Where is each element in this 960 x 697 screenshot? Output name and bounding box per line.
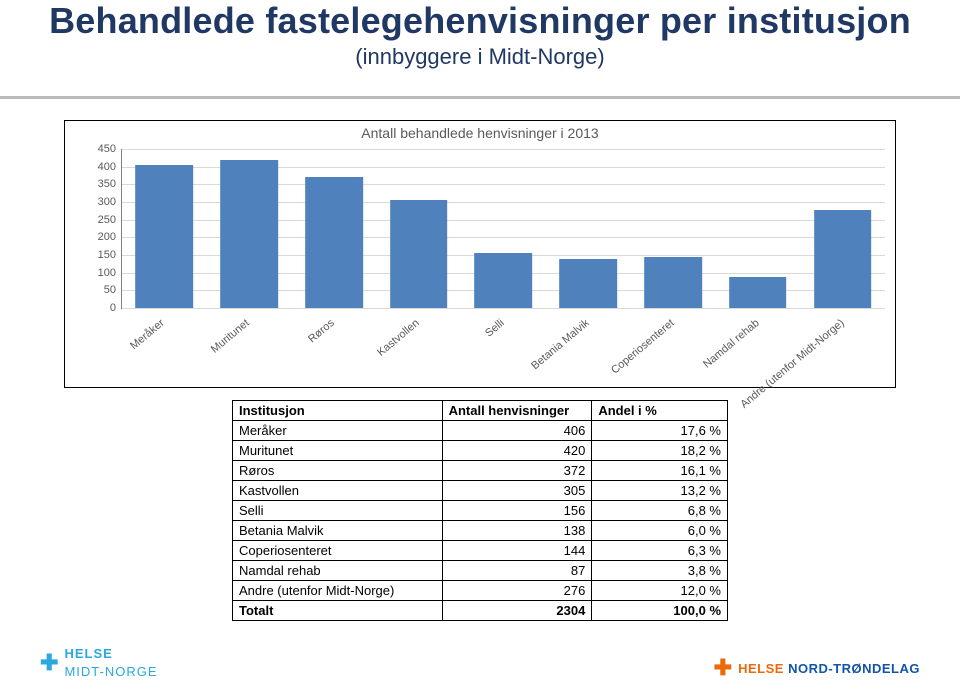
cell-andel: 12,0 % — [592, 581, 728, 601]
table-col-antall: Antall henvisninger — [442, 401, 592, 421]
table-row: Meråker40617,6 % — [233, 421, 728, 441]
x-axis-label: Namdal rehab — [701, 317, 762, 371]
chart-title: Antall behandlede henvisninger i 2013 — [65, 125, 895, 141]
logo-right-brand: HELSE — [738, 661, 784, 676]
x-axis-label: Betania Malvik — [529, 317, 592, 372]
table-row: Muritunet42018,2 % — [233, 441, 728, 461]
x-axis-label: Selli — [483, 317, 507, 340]
bar-slot — [461, 149, 546, 308]
footer-logos: ✚ HELSE MIDT-NORGE ✚ HELSE NORD-TRØNDELA… — [40, 643, 920, 687]
chart-plot: 050100150200250300350400450 — [121, 149, 885, 309]
table-row: Betania Malvik1386,0 % — [233, 521, 728, 541]
gridline — [122, 308, 885, 309]
table-row: Selli1566,8 % — [233, 501, 728, 521]
cell-andel: 13,2 % — [592, 481, 728, 501]
cell-andel: 18,2 % — [592, 441, 728, 461]
table-total-row: Totalt2304100,0 % — [233, 601, 728, 621]
cell-institusjon: Namdal rehab — [233, 561, 443, 581]
page-subtitle: (innbyggere i Midt-Norge) — [0, 44, 960, 70]
x-axis-label: Coperiosenteret — [609, 317, 677, 377]
table-row: Namdal rehab873,8 % — [233, 561, 728, 581]
cell-total-label: Totalt — [233, 601, 443, 621]
y-tick-label: 150 — [98, 249, 122, 261]
bar — [390, 200, 448, 308]
bar — [220, 160, 278, 308]
cell-antall: 87 — [442, 561, 592, 581]
logo-helse-nord-trondelag: ✚ HELSE NORD-TRØNDELAG — [714, 655, 920, 681]
y-tick-label: 100 — [98, 267, 122, 279]
bar-slot — [207, 149, 292, 308]
y-tick-label: 350 — [98, 178, 122, 190]
cell-antall: 305 — [442, 481, 592, 501]
table-row: Coperiosenteret1446,3 % — [233, 541, 728, 561]
cell-antall: 276 — [442, 581, 592, 601]
cell-institusjon: Selli — [233, 501, 443, 521]
cell-institusjon: Coperiosenteret — [233, 541, 443, 561]
cell-institusjon: Muritunet — [233, 441, 443, 461]
bar — [136, 165, 194, 308]
cell-antall: 156 — [442, 501, 592, 521]
cell-antall: 420 — [442, 441, 592, 461]
cell-andel: 17,6 % — [592, 421, 728, 441]
cell-institusjon: Kastvollen — [233, 481, 443, 501]
bar — [475, 253, 533, 308]
bar — [559, 259, 617, 308]
header-divider — [0, 96, 960, 99]
y-tick-label: 400 — [98, 161, 122, 173]
bar-slot — [715, 149, 800, 308]
bar — [305, 177, 363, 308]
cell-institusjon: Betania Malvik — [233, 521, 443, 541]
cell-total-andel: 100,0 % — [592, 601, 728, 621]
cell-andel: 16,1 % — [592, 461, 728, 481]
cell-andel: 6,0 % — [592, 521, 728, 541]
cell-antall: 406 — [442, 421, 592, 441]
cell-andel: 3,8 % — [592, 561, 728, 581]
cell-antall: 138 — [442, 521, 592, 541]
cell-institusjon: Røros — [233, 461, 443, 481]
title-block: Behandlede fastelegehenvisninger per ins… — [0, 0, 960, 70]
bar-chart: Antall behandlede henvisninger i 2013 05… — [64, 120, 896, 388]
data-table: Institusjon Antall henvisninger Andel i … — [232, 400, 728, 621]
x-axis-label: Meråker — [129, 317, 168, 352]
y-tick-label: 450 — [98, 143, 122, 155]
cell-andel: 6,3 % — [592, 541, 728, 561]
bar — [729, 277, 787, 308]
table-row: Andre (utenfor Midt-Norge)27612,0 % — [233, 581, 728, 601]
cell-institusjon: Andre (utenfor Midt-Norge) — [233, 581, 443, 601]
cell-antall: 144 — [442, 541, 592, 561]
x-axis-label: Røros — [306, 317, 337, 345]
table-row: Kastvollen30513,2 % — [233, 481, 728, 501]
bar-slot — [631, 149, 716, 308]
bar-slot — [292, 149, 377, 308]
x-axis-label: Muritunet — [209, 317, 252, 356]
page-title: Behandlede fastelegehenvisninger per ins… — [0, 0, 960, 42]
cell-total-antall: 2304 — [442, 601, 592, 621]
bar-slot — [546, 149, 631, 308]
table-row: Røros37216,1 % — [233, 461, 728, 481]
cell-institusjon: Meråker — [233, 421, 443, 441]
chart-x-labels: Meråker Muritunet Røros Kastvollen Selli Beta… — [121, 311, 885, 387]
cell-andel: 6,8 % — [592, 501, 728, 521]
plus-icon: ✚ — [40, 650, 58, 676]
logo-helse-midt-norge: ✚ HELSE MIDT-NORGE — [40, 645, 158, 681]
bar-slot — [800, 149, 885, 308]
logo-right-rest: NORD-TRØNDELAG — [788, 661, 920, 676]
table-col-andel: Andel i % — [592, 401, 728, 421]
table-header-row: Institusjon Antall henvisninger Andel i … — [233, 401, 728, 421]
y-tick-label: 300 — [98, 196, 122, 208]
cell-antall: 372 — [442, 461, 592, 481]
bar — [644, 257, 702, 308]
bar — [814, 210, 872, 308]
bar-slot — [376, 149, 461, 308]
logo-left-brand: HELSE — [64, 646, 112, 661]
logo-left-sub: MIDT-NORGE — [64, 664, 157, 679]
y-tick-label: 250 — [98, 214, 122, 226]
plus-icon: ✚ — [714, 655, 732, 681]
y-tick-label: 200 — [98, 231, 122, 243]
y-tick-label: 50 — [104, 284, 122, 296]
chart-bars — [122, 149, 885, 308]
bar-slot — [122, 149, 207, 308]
table-col-institusjon: Institusjon — [233, 401, 443, 421]
x-axis-label: Kastvollen — [375, 317, 422, 359]
